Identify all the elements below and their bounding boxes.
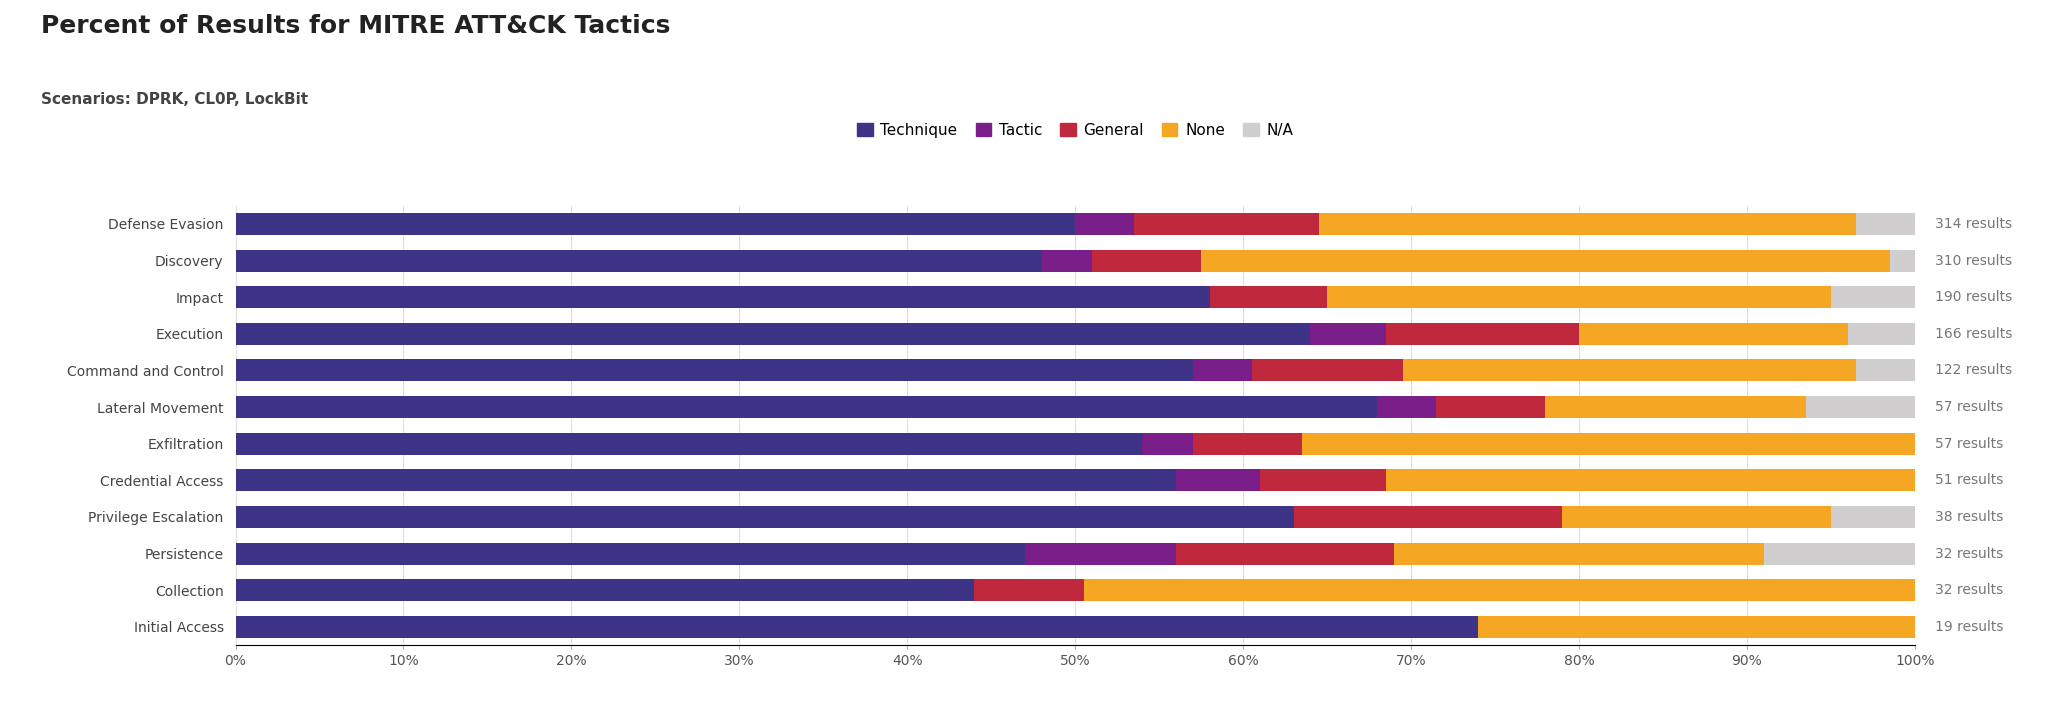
Bar xyxy=(1311,323,1386,345)
Bar xyxy=(1176,469,1260,491)
Bar xyxy=(236,359,1192,381)
Bar xyxy=(1143,432,1192,454)
Text: 32 results: 32 results xyxy=(1935,584,2003,597)
Bar xyxy=(1386,323,1579,345)
Text: 310 results: 310 results xyxy=(1935,254,2011,267)
Bar xyxy=(1831,506,1915,528)
Bar xyxy=(236,469,1176,491)
Bar xyxy=(1855,213,1915,235)
Bar xyxy=(1260,469,1386,491)
Bar xyxy=(1092,250,1200,272)
Text: 38 results: 38 results xyxy=(1935,510,2003,524)
Bar xyxy=(1855,359,1915,381)
Bar xyxy=(1024,542,1176,564)
Text: 190 results: 190 results xyxy=(1935,290,2013,304)
Bar xyxy=(236,213,1075,235)
Legend: Technique, Tactic, General, None, N/A: Technique, Tactic, General, None, N/A xyxy=(852,116,1298,144)
Bar xyxy=(236,506,1294,528)
Bar xyxy=(1075,213,1135,235)
Bar xyxy=(1763,542,1915,564)
Bar xyxy=(1806,396,1915,418)
Bar xyxy=(1378,396,1436,418)
Bar xyxy=(1042,250,1092,272)
Bar xyxy=(975,579,1083,601)
Bar xyxy=(1327,286,1831,308)
Bar xyxy=(1192,432,1303,454)
Bar xyxy=(1479,616,1915,638)
Bar xyxy=(1200,250,1890,272)
Bar xyxy=(1251,359,1403,381)
Text: Percent of Results for MITRE ATT&CK Tactics: Percent of Results for MITRE ATT&CK Tact… xyxy=(41,14,670,38)
Text: 32 results: 32 results xyxy=(1935,547,2003,561)
Bar xyxy=(1831,286,1915,308)
Bar xyxy=(1546,396,1806,418)
Bar xyxy=(1563,506,1831,528)
Bar xyxy=(1436,396,1546,418)
Text: Scenarios: DPRK, CL0P, LockBit: Scenarios: DPRK, CL0P, LockBit xyxy=(41,92,307,107)
Text: 166 results: 166 results xyxy=(1935,327,2013,341)
Text: 19 results: 19 results xyxy=(1935,620,2003,634)
Bar xyxy=(1192,359,1251,381)
Text: 57 results: 57 results xyxy=(1935,400,2003,414)
Bar xyxy=(1083,579,1915,601)
Text: 314 results: 314 results xyxy=(1935,217,2011,231)
Bar xyxy=(236,396,1378,418)
Bar xyxy=(236,542,1024,564)
Bar xyxy=(1847,323,1915,345)
Bar xyxy=(1303,432,1915,454)
Bar xyxy=(236,323,1311,345)
Bar xyxy=(236,432,1143,454)
Bar xyxy=(236,616,1479,638)
Bar xyxy=(1294,506,1563,528)
Bar xyxy=(1319,213,1855,235)
Bar xyxy=(236,250,1042,272)
Bar xyxy=(1395,542,1763,564)
Text: 122 results: 122 results xyxy=(1935,364,2011,377)
Bar xyxy=(236,579,975,601)
Bar xyxy=(1135,213,1319,235)
Bar xyxy=(1176,542,1395,564)
Bar xyxy=(1210,286,1327,308)
Bar xyxy=(1403,359,1855,381)
Text: 51 results: 51 results xyxy=(1935,474,2003,487)
Text: 57 results: 57 results xyxy=(1935,437,2003,451)
Bar xyxy=(236,286,1210,308)
Bar xyxy=(1386,469,1915,491)
Bar xyxy=(1579,323,1847,345)
Bar xyxy=(1890,250,1915,272)
